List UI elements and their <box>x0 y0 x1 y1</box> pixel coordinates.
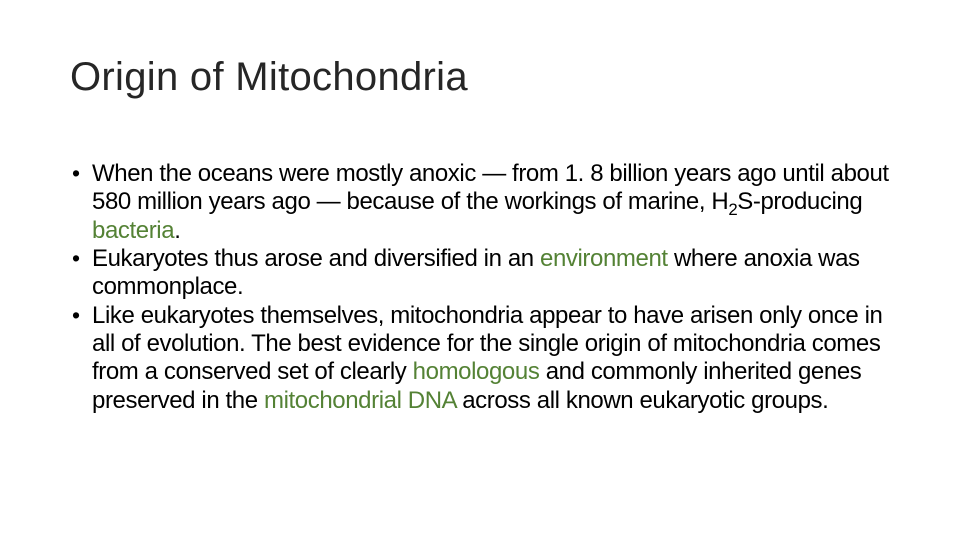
slide: Origin of Mitochondria When the oceans w… <box>0 0 960 540</box>
bullet-item: Like eukaryotes themselves, mitochondria… <box>70 302 890 415</box>
body-text: S-producing <box>737 188 862 215</box>
slide-body: When the oceans were mostly anoxic — fro… <box>70 160 890 415</box>
bullet-list: When the oceans were mostly anoxic — fro… <box>70 160 890 415</box>
bullet-item: When the oceans were mostly anoxic — fro… <box>70 160 890 245</box>
body-text: Eukaryotes thus arose and diversified in… <box>92 245 540 272</box>
body-text: . <box>174 217 180 244</box>
keyword-link: homologous <box>413 358 540 385</box>
keyword-link: environment <box>540 245 668 272</box>
bullet-item: Eukaryotes thus arose and diversified in… <box>70 245 890 302</box>
slide-title: Origin of Mitochondria <box>70 55 468 100</box>
keyword-link: bacteria <box>92 217 174 244</box>
body-text: across all known eukaryotic groups. <box>456 387 828 414</box>
keyword-link: mitochondrial DNA <box>264 387 456 414</box>
body-text: H <box>711 188 728 215</box>
subscript-text: 2 <box>728 200 737 219</box>
